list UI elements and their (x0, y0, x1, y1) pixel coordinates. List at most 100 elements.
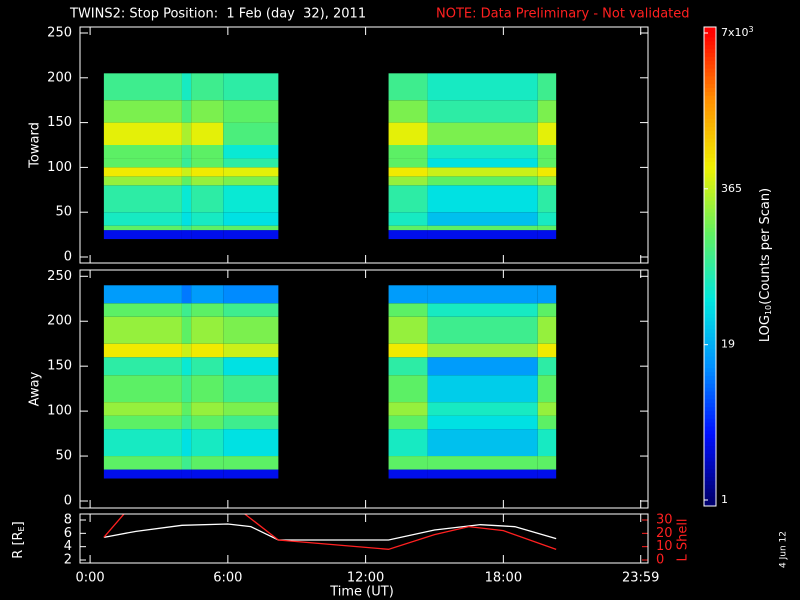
heatmap-cell (181, 357, 192, 376)
colorbar-segment (704, 44, 716, 50)
heatmap-cell (223, 212, 279, 226)
colorbar-tick-label: 7x103 (721, 25, 754, 40)
heatmap-cell (191, 285, 224, 304)
colorbar-segment (704, 204, 716, 209)
heatmap-cell (181, 158, 192, 168)
colorbar-segment (704, 99, 716, 104)
colorbar-segment (704, 313, 716, 318)
colorbar-segment (704, 437, 716, 443)
colorbar-segment (704, 348, 716, 353)
heatmap-cell (181, 185, 192, 213)
heatmap-cell (223, 316, 279, 344)
heatmap-cell (537, 357, 557, 376)
colorbar-segment (704, 418, 716, 423)
heatmap-cell (181, 343, 192, 358)
colorbar-segment (704, 398, 716, 404)
heatmap-cell (191, 176, 224, 186)
colorbar-segment (704, 208, 716, 213)
plot-frame (79, 269, 649, 509)
heatmap-cell (191, 456, 224, 470)
heatmap-cell (537, 316, 557, 344)
heatmap-cell (191, 415, 224, 430)
heatmap-cell (388, 158, 428, 168)
y-tick-label: 100 (47, 160, 72, 175)
heatmap-cell (103, 303, 182, 317)
colorbar-segment (704, 293, 716, 299)
colorbar-segment (704, 328, 716, 334)
heatmap-cell (223, 73, 279, 101)
colorbar-segment (704, 282, 716, 287)
heatmap-cell (223, 429, 279, 457)
heatmap-cell (181, 122, 192, 145)
colorbar-segment (704, 278, 716, 283)
heatmap-cell (223, 469, 279, 479)
heatmap-cell (427, 122, 538, 145)
heatmap-cell (537, 230, 557, 240)
y2-tick-label: 30 (656, 513, 673, 528)
colorbar-segment (704, 79, 716, 85)
colorbar-segment (704, 324, 716, 330)
y-tick-label: 6 (64, 526, 72, 541)
colorbar-segment (704, 363, 716, 369)
y-tick-label: 50 (55, 205, 72, 220)
colorbar-segment (704, 297, 716, 303)
heatmap-cell (388, 185, 428, 213)
colorbar-segment (704, 192, 716, 197)
colorbar-segment (704, 320, 716, 326)
date-stamp: 4 Jun 12 (779, 531, 789, 568)
heatmap-cell (537, 212, 557, 226)
colorbar-segment (704, 75, 716, 81)
heatmap-cell (191, 212, 224, 226)
heatmap-cell (223, 100, 279, 123)
heatmap-cell (388, 375, 428, 403)
heatmap-cell (223, 176, 279, 186)
colorbar-segment (704, 122, 716, 127)
heatmap-cell (181, 73, 192, 101)
colorbar-segment (704, 402, 716, 408)
heatmap-cell (191, 316, 224, 344)
colorbar-segment (704, 134, 716, 139)
heatmap-cell (427, 357, 538, 376)
colorbar-segment (704, 169, 716, 174)
heatmap-cell (181, 100, 192, 123)
x-tick-label: 23:59 (622, 571, 659, 586)
colorbar-segment (704, 301, 716, 306)
colorbar-segment (704, 441, 716, 447)
heatmap-cell (427, 225, 538, 231)
colorbar-segment (704, 173, 716, 178)
tick-text: 1 (721, 493, 728, 506)
heatmap-cell (427, 415, 538, 430)
colorbar-segment (704, 176, 716, 182)
heatmap-cell (537, 122, 557, 145)
heatmap-cell (388, 176, 428, 186)
heatmap-cell (427, 176, 538, 186)
colorbar-segment (704, 149, 716, 155)
heatmap-cell (427, 402, 538, 416)
y-tick-label: 200 (47, 314, 72, 329)
colorbar-segment (704, 184, 716, 190)
colorbar-segment (704, 157, 716, 162)
tick-text: 19 (721, 338, 735, 351)
colorbar-segment (704, 461, 716, 466)
tick-text: 365 (721, 182, 742, 195)
colorbar-segment (704, 484, 716, 489)
heatmap-cell (191, 225, 224, 231)
heatmap-cell (537, 185, 557, 213)
heatmap-cell (191, 469, 224, 479)
heatmap-cell (223, 303, 279, 317)
heatmap-cell (388, 303, 428, 317)
heatmap-cell (191, 303, 224, 317)
colorbar-segment (704, 445, 716, 450)
colorbar-segment (704, 48, 716, 53)
colorbar-segment (704, 188, 716, 194)
y-tick-label: 0 (64, 249, 72, 264)
heatmap-cell (181, 415, 192, 430)
plot-frame (79, 513, 649, 564)
chart-title: TWINS2: Stop Position: 1 Feb (day 32), 2… (69, 7, 366, 22)
heatmap-cell (537, 225, 557, 231)
y-axis-label: Away (28, 371, 43, 406)
heatmap-cell (388, 73, 428, 101)
heatmap-cell (103, 429, 182, 457)
colorbar-segment (704, 426, 716, 431)
heatmap-cell (103, 122, 182, 145)
